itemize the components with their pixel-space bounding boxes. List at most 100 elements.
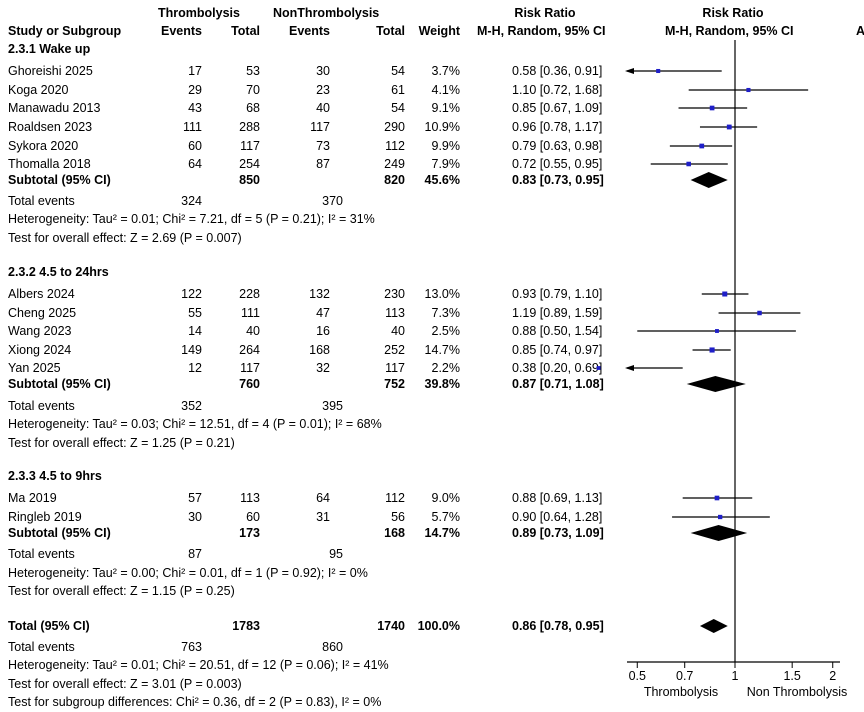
subtotal-ci: 0.89 [0.73, 1.09] [512,526,604,540]
total-events1: 324 [181,194,202,208]
events2: 117 [310,120,330,134]
study-name: Ma 2019 [8,491,57,505]
total1: 113 [240,491,260,505]
total-label: Total (95% CI) [8,619,90,633]
study-marker [717,514,723,520]
total1: 254 [239,157,260,171]
study-marker [722,291,728,297]
study-name: Ghoreishi 2025 [8,64,93,78]
total1: 264 [239,343,260,357]
study-name: Thomalla 2018 [8,157,91,171]
total-ci: 0.86 [0.78, 0.95] [512,619,604,633]
events1: 57 [188,491,202,505]
events1: 43 [188,101,202,115]
weight: 14.7% [424,343,460,357]
events2: 73 [316,139,330,153]
subtotal-weight: 45.6% [424,173,460,187]
subtotal-label: Subtotal (95% CI) [8,377,111,391]
total-weight: 100.0% [417,619,460,633]
events1: 149 [181,343,202,357]
total-events-label: Total events [8,547,75,561]
events1: 14 [188,324,202,338]
events2: 132 [309,287,330,301]
study-name: Yan 2025 [8,361,61,375]
subtotal-total1: 760 [239,377,260,391]
subgroup-title: 2.3.2 4.5 to 24hrs [8,265,109,279]
x-tick-label: 0.7 [676,669,693,683]
events1: 12 [188,361,202,375]
total-events1: 352 [181,399,202,413]
study-name: Albers 2024 [8,287,75,301]
subgroup-title: 2.3.1 Wake up [8,42,91,56]
rr-title-plot: Risk Ratio [702,6,764,20]
events2: 16 [316,324,330,338]
study-marker [699,143,705,149]
risk-ratio-ci: 1.10 [0.72, 1.68] [512,83,603,97]
weight: 10.9% [424,120,460,134]
events2: 40 [316,101,330,115]
total2: 113 [385,306,405,320]
total2: 117 [385,361,405,375]
pooled-diamond [699,619,728,633]
events2: 23 [316,83,330,97]
study-marker [714,495,720,501]
risk-ratio-ci: 0.85 [0.67, 1.09] [512,101,603,115]
study-marker [709,347,715,353]
col-events2: Events [289,24,330,38]
overall-effect: Test for overall effect: Z = 1.25 (P = 0… [8,436,235,450]
total2: 56 [391,510,405,524]
subgroup-title: 2.3.3 4.5 to 9hrs [8,469,102,483]
x-label-right: Non Thrombolysis [747,685,848,699]
total2: 54 [391,64,405,78]
col-events1: Events [161,24,202,38]
heterogeneity: Heterogeneity: Tau² = 0.00; Chi² = 0.01,… [8,566,368,580]
total1: 288 [239,120,260,134]
study-name: Koga 2020 [8,83,69,97]
total-events-label: Total events [8,399,75,413]
pooled-diamond [686,376,746,392]
events1: 29 [188,83,202,97]
events2: 168 [309,343,330,357]
rr-title-table: Risk Ratio [514,6,576,20]
risk-ratio-ci: 0.88 [0.69, 1.13] [512,491,603,505]
study-marker [715,329,719,333]
study-name: Roaldsen 2023 [8,120,93,134]
total2: 290 [384,120,405,134]
subtotal-total2: 820 [384,173,405,187]
total-events2: 370 [322,194,343,208]
overall-effect: Test for overall effect: Z = 1.15 (P = 0… [8,584,235,598]
total1: 228 [239,287,260,301]
x-tick-label: 1 [732,669,739,683]
total-events2: 395 [322,399,343,413]
total-total1: 1783 [232,619,260,633]
col-total1: Total [231,24,260,38]
events1: 122 [181,287,202,301]
total1: 70 [246,83,260,97]
total-total2: 1740 [377,619,405,633]
study-marker [656,68,661,74]
risk-ratio-ci: 0.85 [0.74, 0.97] [512,343,603,357]
risk-ratio-ci: 1.19 [0.89, 1.59] [512,306,603,320]
events2: 32 [316,361,330,375]
study-name: Wang 2023 [8,324,72,338]
study-marker [686,161,691,167]
weight: 9.9% [431,139,461,153]
ci-arrow-left [625,68,634,74]
subtotal-total2: 168 [384,526,405,540]
risk-ratio-ci: 0.79 [0.63, 0.98] [512,139,603,153]
cut-letter: A [856,24,864,38]
total1: 40 [246,324,260,338]
events2: 87 [316,157,330,171]
total1: 53 [246,64,260,78]
study-name: Xiong 2024 [8,343,72,357]
total2: 61 [391,83,405,97]
risk-ratio-ci: 0.96 [0.78, 1.17] [512,120,603,134]
subtotal-total1: 173 [239,526,260,540]
weight: 5.7% [431,510,461,524]
total-heterogeneity: Heterogeneity: Tau² = 0.01; Chi² = 20.51… [8,658,389,672]
subtotal-total1: 850 [239,173,260,187]
risk-ratio-ci: 0.88 [0.50, 1.54] [512,324,603,338]
events2: 64 [316,491,330,505]
grand-total-events1: 763 [181,640,202,654]
